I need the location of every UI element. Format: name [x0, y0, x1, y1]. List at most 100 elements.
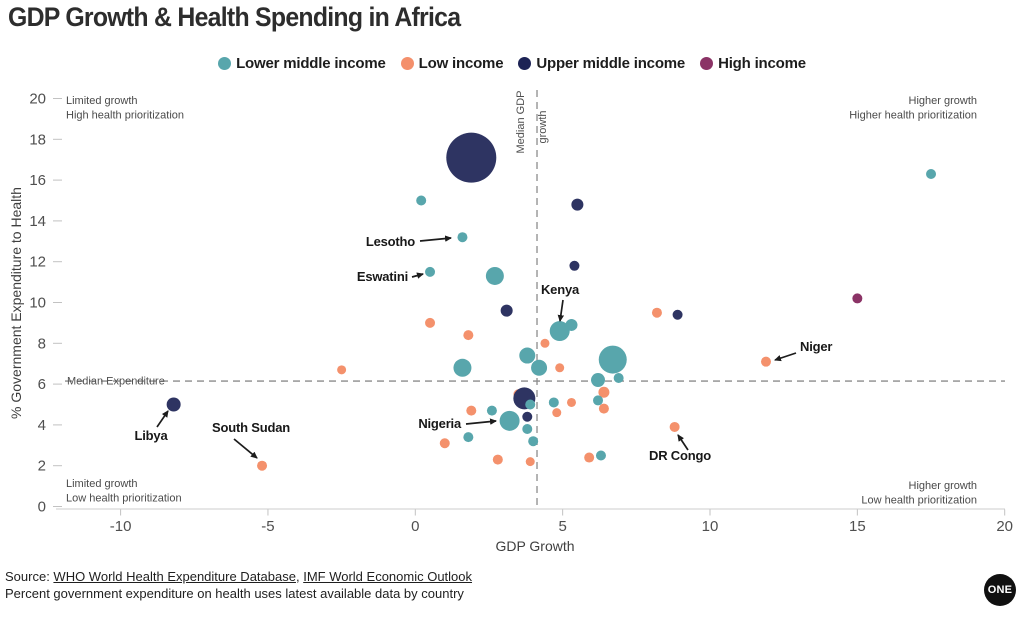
- annotation-label: Nigeria: [418, 416, 462, 431]
- annotation-arrow: [411, 272, 424, 279]
- data-point[interactable]: [425, 317, 436, 328]
- data-point[interactable]: [485, 266, 504, 285]
- annotation-label: DR Congo: [649, 448, 711, 463]
- y-tick-label: 14: [29, 213, 46, 230]
- data-point[interactable]: [566, 397, 576, 407]
- data-point[interactable]: [584, 452, 595, 463]
- data-point[interactable]: [565, 318, 578, 331]
- y-tick-label: 4: [38, 417, 46, 434]
- quadrant-label-bl: Limited growth: [66, 478, 138, 490]
- annotation-arrow: [677, 434, 689, 451]
- y-axis-title: % Government Expenditure to Health: [8, 187, 24, 419]
- source-link-who[interactable]: WHO World Health Expenditure Database: [53, 569, 296, 584]
- data-point[interactable]: [425, 266, 436, 277]
- data-point[interactable]: [499, 410, 520, 431]
- data-point[interactable]: [669, 421, 680, 432]
- data-point[interactable]: [463, 330, 474, 341]
- data-point[interactable]: [591, 373, 606, 388]
- one-logo: ONE: [984, 574, 1016, 606]
- data-point[interactable]: [416, 195, 427, 206]
- data-point[interactable]: [492, 454, 503, 465]
- data-point[interactable]: [531, 359, 548, 376]
- quadrant-label-tr: Higher health prioritization: [849, 110, 977, 122]
- data-point[interactable]: [453, 358, 472, 377]
- legend-label: Lower middle income: [236, 55, 386, 72]
- source-separator: ,: [295, 569, 304, 584]
- y-tick-label: 20: [29, 91, 46, 108]
- data-point[interactable]: [555, 363, 565, 373]
- data-point[interactable]: [595, 450, 606, 461]
- data-point[interactable]: [486, 405, 497, 416]
- data-point[interactable]: [166, 397, 181, 412]
- quadrant-label-bl: Low health prioritization: [66, 493, 182, 505]
- legend-item-low-income[interactable]: Low income: [400, 55, 504, 72]
- data-point[interactable]: [569, 260, 580, 271]
- median-expenditure-label: Median Expenditure: [67, 376, 165, 388]
- median-gdp-label: growth: [537, 110, 549, 143]
- y-tick-label: 18: [29, 131, 46, 148]
- legend-item-high-income[interactable]: High income: [700, 55, 806, 72]
- data-point[interactable]: [525, 457, 535, 467]
- annotation-arrow: [774, 352, 797, 362]
- data-point[interactable]: [463, 432, 474, 443]
- data-point[interactable]: [457, 232, 468, 243]
- y-tick-label: 0: [38, 499, 46, 516]
- data-point[interactable]: [500, 304, 513, 317]
- legend-item-upper-middle-income[interactable]: Upper middle income: [518, 55, 685, 72]
- annotation-arrow: [156, 410, 169, 428]
- quadrant-label-br: Higher growth: [909, 480, 977, 492]
- footnote: Percent government expenditure on health…: [5, 585, 464, 601]
- quadrant-label-br: Low health prioritization: [861, 495, 977, 507]
- data-point[interactable]: [571, 198, 584, 211]
- data-point[interactable]: [540, 338, 550, 348]
- source-note: Source: WHO World Health Expenditure Dat…: [5, 569, 472, 602]
- data-point[interactable]: [337, 365, 347, 375]
- data-point[interactable]: [552, 408, 562, 418]
- data-point[interactable]: [651, 307, 662, 318]
- legend-item-lower-middle-income[interactable]: Lower middle income: [218, 55, 386, 72]
- data-point[interactable]: [439, 438, 450, 449]
- annotation-label: Niger: [800, 339, 832, 354]
- data-point[interactable]: [593, 395, 604, 406]
- annotation-label: Libya: [135, 428, 169, 443]
- data-point[interactable]: [598, 386, 610, 398]
- data-point[interactable]: [466, 405, 477, 416]
- data-point[interactable]: [522, 423, 533, 434]
- data-point[interactable]: [613, 372, 624, 383]
- x-tick-label: -5: [261, 518, 274, 535]
- data-point[interactable]: [548, 397, 559, 408]
- y-tick-label: 6: [38, 376, 46, 393]
- data-point[interactable]: [525, 399, 536, 410]
- legend: Lower middle income Low income Upper middl…: [0, 55, 1024, 72]
- annotation-arrow: [557, 299, 565, 322]
- data-point[interactable]: [598, 403, 609, 414]
- y-tick-label: 8: [38, 335, 46, 352]
- data-point[interactable]: [672, 309, 683, 320]
- x-tick-label: 15: [849, 518, 866, 535]
- median-gdp-label: Median GDP: [515, 91, 527, 154]
- x-tick-label: -10: [110, 518, 132, 535]
- data-point[interactable]: [522, 411, 533, 422]
- legend-dot: [700, 57, 714, 70]
- legend-dot: [518, 57, 532, 70]
- data-point[interactable]: [519, 347, 536, 364]
- data-point[interactable]: [257, 460, 268, 471]
- chart-title: GDP Growth & Health Spending in Africa: [8, 2, 461, 32]
- data-point[interactable]: [446, 132, 497, 183]
- annotation-arrow: [419, 235, 452, 242]
- data-point[interactable]: [598, 345, 627, 374]
- y-tick-label: 10: [29, 295, 46, 312]
- data-point[interactable]: [852, 293, 863, 304]
- data-point[interactable]: [760, 356, 771, 367]
- y-tick-label: 16: [29, 172, 46, 189]
- data-point[interactable]: [528, 436, 539, 447]
- annotation-label: Kenya: [541, 282, 580, 297]
- one-logo-text: ONE: [987, 584, 1013, 596]
- annotation-label: Lesotho: [366, 234, 415, 249]
- x-tick-label: 5: [558, 518, 566, 535]
- data-point[interactable]: [926, 168, 937, 179]
- data-point[interactable]: [549, 321, 570, 342]
- source-link-imf[interactable]: IMF World Economic Outlook: [303, 569, 473, 584]
- quadrant-label-tr: Higher growth: [909, 95, 977, 107]
